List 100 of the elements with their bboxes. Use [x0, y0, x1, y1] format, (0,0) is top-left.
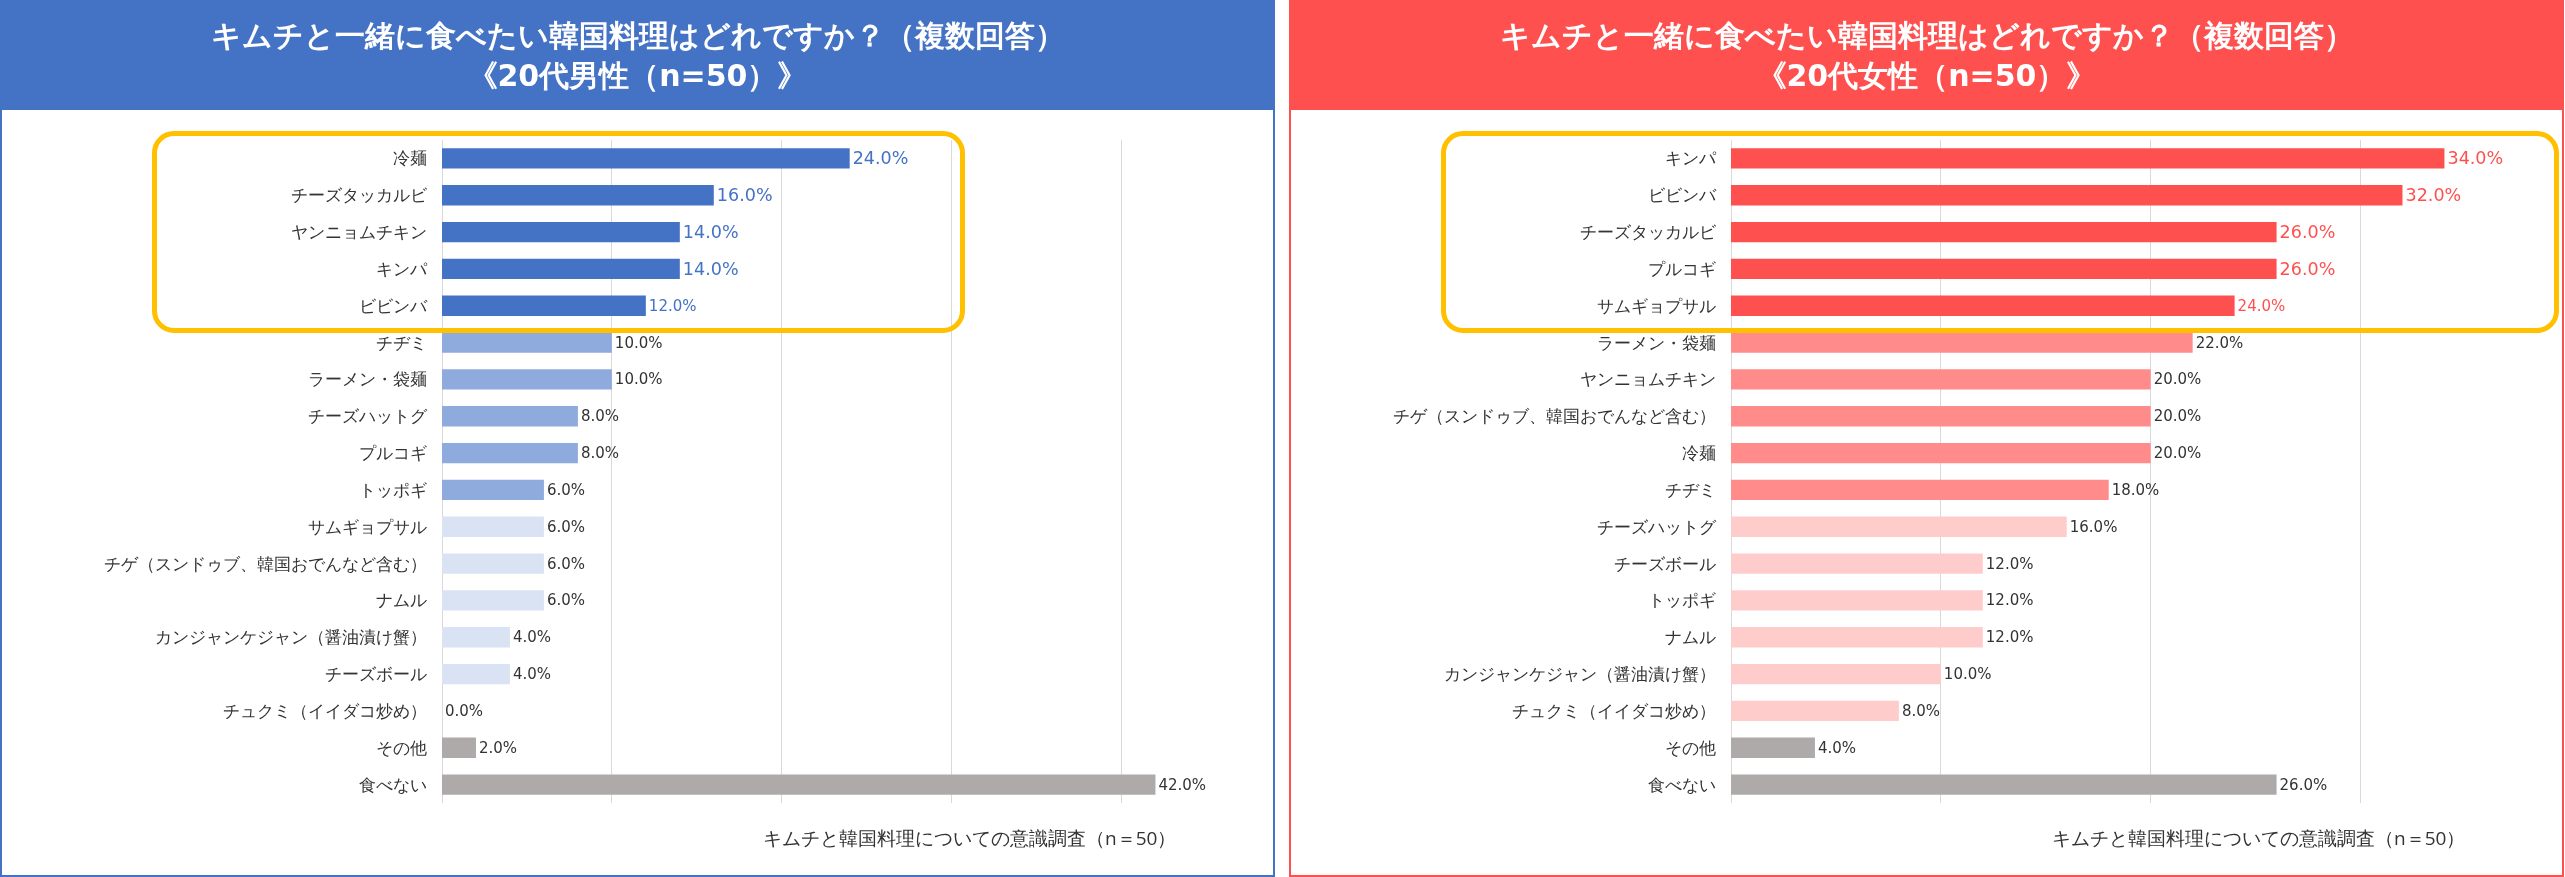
bar	[1731, 185, 2403, 206]
data-label: 8.0%	[580, 407, 620, 426]
data-label: 10.0%	[614, 370, 663, 389]
y-tick-label: カンジャンケジャン（醤油漬け蟹）	[155, 627, 427, 648]
data-label: 0.0%	[445, 701, 484, 720]
y-tick-label: チーズタッカルビ	[1580, 222, 1717, 243]
bar	[442, 185, 714, 206]
bar	[1731, 627, 1983, 648]
bar	[442, 590, 544, 611]
data-label: 34.0%	[2447, 148, 2504, 169]
data-label: 18.0%	[2111, 480, 2160, 499]
chart-title: キムチと一緒に食べたい韓国料理はどれですか？（複数回答）	[210, 18, 1065, 53]
data-label: 16.0%	[2069, 517, 2118, 536]
bar	[442, 774, 1156, 795]
data-label: 26.0%	[2279, 222, 2336, 243]
data-label: 12.0%	[648, 296, 697, 315]
bar	[1731, 442, 2151, 464]
bar	[1731, 406, 2151, 427]
bar	[442, 221, 680, 243]
y-tick-label: サムギョプサル	[1597, 295, 1716, 316]
bar	[442, 406, 578, 427]
y-tick-label: トッポギ	[359, 479, 427, 500]
y-tick-label: 食べない	[1648, 774, 1716, 795]
bar	[1731, 479, 2109, 501]
bar	[442, 442, 578, 464]
bar	[442, 258, 680, 280]
data-label: 16.0%	[716, 185, 773, 206]
data-label: 2.0%	[478, 738, 518, 757]
data-label: 22.0%	[2195, 333, 2244, 352]
data-label: 14.0%	[682, 222, 739, 243]
y-tick-label: ヤンニョムチキン	[291, 222, 427, 243]
y-tick-label: チゲ（スンドゥブ、韓国おでんなど含む）	[1393, 406, 1716, 427]
y-tick-label: チヂミ	[1665, 479, 1716, 500]
data-label: 26.0%	[2279, 775, 2328, 794]
bar	[442, 332, 612, 353]
data-label: 4.0%	[512, 628, 552, 647]
y-tick-label: プルコギ	[1648, 258, 1716, 279]
bar	[1731, 258, 2277, 280]
bar	[442, 627, 510, 648]
data-label: 26.0%	[2279, 259, 2336, 279]
y-tick-label: チーズハットグ	[308, 406, 428, 427]
text: キムチと韓国料理についての意識調査（n＝50）	[763, 825, 1177, 851]
bar	[442, 479, 544, 501]
y-tick-label: その他	[1665, 737, 1716, 758]
y-tick-label: チーズボール	[1614, 553, 1716, 574]
y-tick-label: ラーメン・袋麺	[1597, 332, 1716, 353]
bar	[1731, 295, 2235, 316]
data-label: 20.0%	[2153, 407, 2202, 426]
data-label: 32.0%	[2405, 185, 2462, 206]
y-tick-label: ナムル	[1665, 627, 1716, 648]
data-label: 12.0%	[1985, 554, 2034, 573]
bar	[1731, 221, 2277, 243]
bar	[1731, 332, 2193, 353]
data-label: 10.0%	[1943, 665, 1992, 684]
bar	[442, 295, 646, 316]
y-tick-label: サムギョプサル	[308, 516, 427, 537]
bar	[442, 516, 544, 537]
data-label: 24.0%	[2237, 296, 2286, 315]
data-label: 12.0%	[1985, 591, 2034, 610]
data-label: 6.0%	[546, 480, 586, 499]
data-label: 8.0%	[580, 444, 620, 463]
bar	[1731, 516, 2067, 537]
y-tick-label: チゲ（スンドゥブ、韓国おでんなど含む）	[104, 553, 427, 574]
data-label: 6.0%	[546, 591, 586, 610]
y-tick-label: トッポギ	[1648, 590, 1716, 611]
bar	[1731, 700, 1899, 722]
data-label: 6.0%	[546, 554, 586, 573]
data-label: 42.0%	[1158, 775, 1207, 794]
y-tick-label: 冷麺	[1682, 443, 1716, 464]
y-tick-label: チーズタッカルビ	[291, 185, 428, 206]
data-label: 24.0%	[852, 148, 909, 169]
bar	[1731, 369, 2151, 390]
y-tick-label: ビビンバ	[359, 295, 428, 316]
chart-title: キムチと一緒に食べたい韓国料理はどれですか？（複数回答）	[1499, 18, 2354, 53]
y-tick-label: チュクミ（イイダコ炒め）	[1512, 700, 1716, 721]
y-tick-label: キンパ	[376, 258, 428, 279]
bar	[1731, 663, 1941, 685]
y-tick-label: プルコギ	[359, 443, 427, 464]
y-tick-label: ナムル	[376, 590, 427, 611]
y-tick-label: チュクミ（イイダコ炒め）	[223, 700, 427, 721]
bar	[442, 369, 612, 390]
chart-subtitle: 《20代男性（n=50）》	[467, 58, 808, 93]
y-tick-label: 食べない	[359, 774, 427, 795]
bar	[1731, 774, 2277, 795]
data-label: 4.0%	[1817, 738, 1857, 757]
y-tick-label: ラーメン・袋麺	[308, 369, 427, 390]
y-tick-label: ヤンニョムチキン	[1580, 369, 1716, 390]
y-tick-label: ビビンバ	[1648, 185, 1717, 206]
chart-subtitle: 《20代女性（n=50）》	[1756, 58, 2097, 93]
y-tick-label: チヂミ	[376, 332, 427, 353]
y-tick-label: 冷麺	[393, 148, 427, 169]
bar	[442, 737, 476, 758]
bar	[442, 663, 510, 685]
bar	[1731, 737, 1815, 758]
data-label: 10.0%	[614, 333, 663, 352]
bar	[442, 148, 850, 169]
bar	[442, 553, 544, 574]
y-tick-label: カンジャンケジャン（醤油漬け蟹）	[1444, 664, 1716, 685]
data-label: 14.0%	[682, 259, 739, 279]
data-label: 20.0%	[2153, 444, 2202, 463]
